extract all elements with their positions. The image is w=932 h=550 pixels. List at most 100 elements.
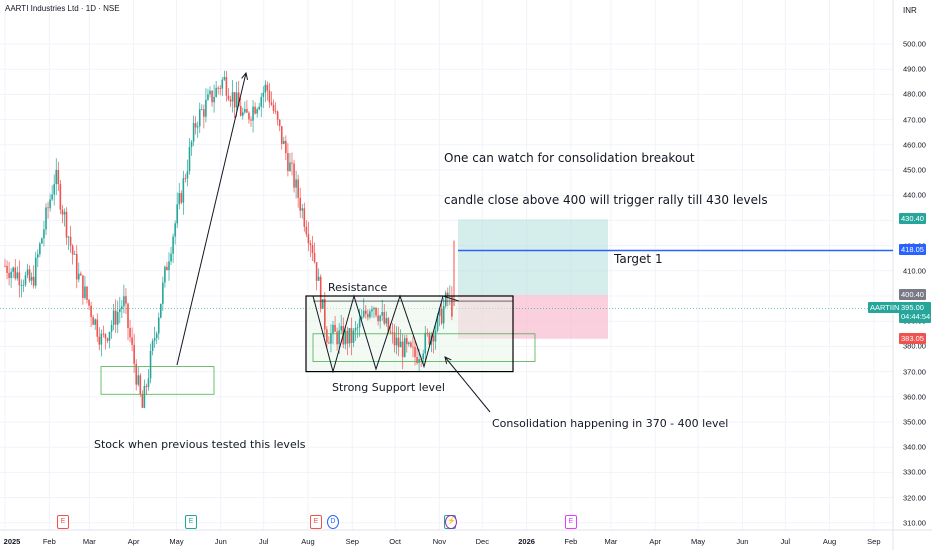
candle-body bbox=[412, 346, 414, 348]
event-marker-earnings[interactable]: E bbox=[310, 515, 322, 529]
candle-body bbox=[348, 328, 351, 344]
previous-support-box bbox=[100, 366, 215, 395]
event-marker-dividend[interactable]: D bbox=[326, 515, 339, 529]
candle-body bbox=[313, 253, 316, 263]
last-price-tag: 395.00 04:44:54 bbox=[899, 302, 931, 323]
candle-body bbox=[90, 305, 92, 318]
candle-body bbox=[295, 179, 297, 188]
annotation-previous: Stock when previous tested this levels bbox=[94, 438, 306, 451]
candle-body bbox=[428, 333, 431, 345]
candle-body bbox=[225, 76, 228, 96]
candle-body bbox=[10, 271, 12, 278]
zigzag-line bbox=[312, 294, 460, 374]
candle-body bbox=[73, 253, 76, 255]
candle-body bbox=[305, 226, 308, 235]
candle-body bbox=[250, 119, 252, 121]
candle-body bbox=[141, 394, 144, 408]
candle-body bbox=[129, 327, 131, 338]
candle-body bbox=[53, 184, 55, 195]
candle-body bbox=[358, 319, 361, 328]
candle-body bbox=[170, 253, 172, 262]
candle-body bbox=[440, 308, 443, 324]
rally-arrow-head bbox=[241, 71, 249, 80]
candle-body bbox=[246, 108, 248, 113]
event-marker-earnings[interactable]: E bbox=[57, 515, 69, 529]
candle-body bbox=[205, 99, 207, 117]
candle-body bbox=[221, 79, 224, 89]
x-tick-label: Apr bbox=[649, 537, 662, 546]
candle-body bbox=[143, 385, 146, 408]
symbol-tag: AARTIIND bbox=[868, 302, 907, 313]
candle-body bbox=[336, 331, 338, 345]
candle-body bbox=[293, 163, 295, 188]
candle-body bbox=[180, 193, 183, 203]
y-tick-label: 330.00 bbox=[903, 467, 926, 477]
candle-body bbox=[217, 87, 219, 89]
candle-body bbox=[399, 341, 402, 348]
x-tick-label: Sep bbox=[345, 537, 359, 546]
candle-body bbox=[385, 318, 388, 324]
candle-body bbox=[98, 336, 101, 345]
candle-body bbox=[252, 106, 254, 121]
y-tick-label: 370.00 bbox=[903, 367, 926, 377]
event-marker-split[interactable]: ⚡ bbox=[445, 515, 458, 529]
x-tick-label: 2025 bbox=[3, 537, 21, 546]
candle-body bbox=[410, 342, 412, 347]
candle-body bbox=[289, 162, 291, 172]
candle-body bbox=[278, 119, 281, 127]
candle-body bbox=[82, 275, 84, 298]
candle-body bbox=[176, 204, 178, 224]
candle-body bbox=[315, 262, 318, 281]
candle-body bbox=[18, 272, 21, 286]
y-tick-label: 360.00 bbox=[903, 392, 926, 402]
candle-body bbox=[356, 327, 359, 329]
y-tick-label: 380.00 bbox=[903, 341, 926, 351]
candle-body bbox=[408, 342, 410, 345]
candle-body bbox=[270, 102, 273, 105]
candle-body bbox=[78, 273, 80, 280]
y-tick-label: 480.00 bbox=[903, 89, 926, 99]
countdown-timer: 04:44:54 bbox=[901, 312, 931, 321]
candle-body bbox=[354, 327, 357, 331]
candle-body bbox=[80, 273, 82, 276]
candle-body bbox=[137, 375, 140, 385]
candle-body bbox=[268, 90, 271, 103]
candle-body bbox=[43, 229, 45, 239]
candle-body bbox=[55, 169, 58, 185]
candle-body bbox=[422, 353, 424, 360]
candle-body bbox=[303, 208, 306, 227]
candle-body bbox=[309, 243, 312, 245]
candle-body bbox=[75, 253, 78, 280]
candle-body bbox=[147, 378, 150, 387]
candle-body bbox=[330, 333, 332, 344]
candle-body bbox=[426, 332, 429, 334]
candle-body bbox=[174, 223, 176, 237]
candle-body bbox=[299, 197, 301, 211]
x-tick-label: Aug bbox=[301, 537, 315, 546]
annotation-resistance: Resistance bbox=[328, 281, 388, 294]
candle-body bbox=[172, 236, 174, 254]
candle-body bbox=[377, 315, 379, 322]
candle-body bbox=[108, 331, 111, 341]
x-tick-label: Feb bbox=[42, 537, 56, 546]
candle-body bbox=[178, 193, 181, 205]
candle-body bbox=[375, 307, 377, 316]
annotation-watch: One can watch for consolidation breakout bbox=[444, 151, 695, 165]
y-tick-label: 310.00 bbox=[903, 518, 926, 528]
candle-body bbox=[37, 254, 39, 258]
candle-body bbox=[133, 344, 135, 364]
candle-body bbox=[213, 96, 215, 103]
event-marker-earnings-2026[interactable]: E bbox=[564, 515, 577, 529]
candle-body bbox=[45, 207, 47, 230]
candle-body bbox=[67, 236, 70, 238]
candle-body bbox=[196, 126, 199, 128]
candle-body bbox=[418, 359, 420, 363]
candle-body bbox=[160, 303, 162, 318]
candle-body bbox=[125, 296, 127, 304]
candle-body bbox=[381, 312, 383, 316]
candle-body bbox=[24, 275, 27, 285]
candle-body bbox=[135, 363, 137, 385]
event-marker-earnings[interactable]: E bbox=[185, 515, 197, 529]
candle-body bbox=[346, 330, 349, 344]
